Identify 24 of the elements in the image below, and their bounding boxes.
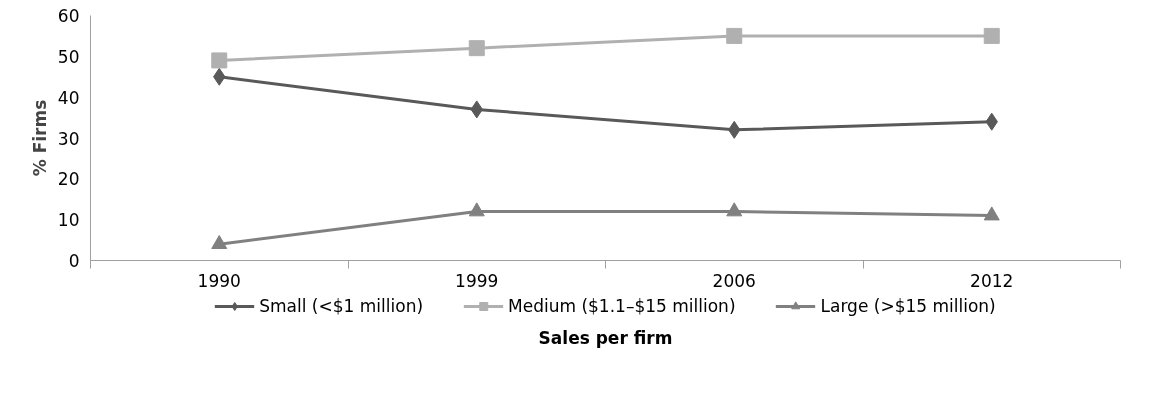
- x-tick-label: 2006: [712, 270, 756, 291]
- point: [468, 40, 485, 57]
- x-tick-label: 1990: [197, 270, 241, 291]
- y-axis-title: % Firms: [29, 99, 50, 177]
- y-tick-label: 20: [57, 169, 80, 190]
- y-tick-label: 60: [57, 6, 80, 26]
- legend-label: Medium ($1.1–$15 million): [508, 296, 736, 316]
- y-tick-label: 50: [57, 46, 80, 67]
- legend-label: Small (<$1 million): [259, 296, 424, 316]
- point: [726, 202, 743, 217]
- legend-label: Large (>$15 million): [820, 296, 996, 316]
- x-axis-title: Sales per firm: [538, 327, 673, 348]
- point: [211, 235, 228, 249]
- y-tick-label: 30: [57, 128, 80, 149]
- point: [211, 52, 228, 69]
- x-tick-label: 2012: [970, 270, 1014, 291]
- x-tick-label: 1999: [455, 270, 499, 291]
- y-tick-label: 40: [57, 87, 80, 108]
- point: [468, 202, 485, 217]
- y-tick-label: 0: [68, 251, 80, 271]
- point: [726, 27, 743, 44]
- point: [983, 206, 1000, 221]
- y-tick-label: 10: [57, 210, 80, 231]
- point: [983, 27, 1000, 44]
